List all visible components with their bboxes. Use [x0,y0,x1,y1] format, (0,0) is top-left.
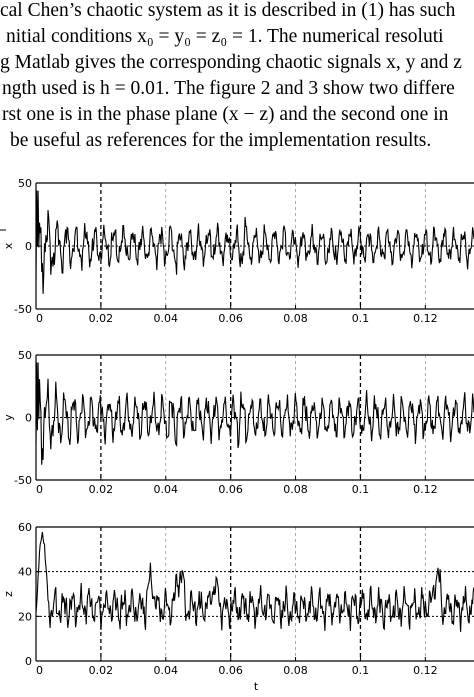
x-tick-label: 0.06 [218,483,243,496]
y-tick-label: 50 [18,177,32,190]
text-line: be useful as references for the implemen… [10,130,432,151]
x-tick-label: 0 [36,483,43,496]
x-tick-label: 0.06 [218,664,243,677]
x-tick-label: 0.04 [154,664,179,677]
signal-trace [35,190,474,294]
x-tick-label: 0.06 [218,312,243,325]
text-line: g Matlab gives the corresponding chaotic… [0,52,462,73]
x-tick-label: 0.04 [154,483,179,496]
y-tick-label: -50 [14,474,32,487]
signal-trace [35,362,474,465]
y-axis-label: x [2,242,15,249]
y-tick-label: 20 [18,610,32,623]
y-tick-label: 0 [25,240,32,253]
y-tick-label: -50 [14,303,32,316]
text-line: cal Chen’s chaotic system as it is descr… [0,0,456,21]
text-line: nitial conditions x₀ = y₀ = z₀ = 1. The … [6,26,444,47]
x-tick-label: 0.04 [154,312,179,325]
y-tick-label: 60 [18,521,32,534]
text-line: rst one is in the phase plane (x − z) an… [2,104,449,125]
x-tick-label: 0.1 [352,483,370,496]
x-axis-label: t [254,680,259,693]
x-tick-label: 0.08 [283,664,308,677]
x-tick-label: 0.02 [89,312,114,325]
chaotic-signals-figure: t 50 0 -50 0 0.02 0.04 0.06 0.08 0.1 0.12 x 50 0 -50 0… [0,177,474,693]
text-paragraph: cal Chen’s chaotic system as it is descr… [0,0,474,178]
x-tick-label: 0.1 [352,664,370,677]
x-tick-label: 0.08 [283,312,308,325]
y-tick-label: 50 [18,349,32,362]
x-tick-label: 0.12 [413,483,438,496]
x-tick-label: 0.12 [413,312,438,325]
x-tick-label: 0 [36,312,43,325]
y-tick-label: 0 [25,655,32,668]
y-tick-label: 40 [18,566,32,579]
x-tick-label: 0.02 [89,483,114,496]
x-tick-label: 0 [36,664,43,677]
x-tick-label: 0.1 [352,312,370,325]
y-axis-label: z [2,591,15,597]
x-tick-label: 0.08 [283,483,308,496]
x-tick-label: 0.12 [413,664,438,677]
text-line: ngth used is h = 0.01. The figure 2 and … [2,78,455,99]
y-tick-label: 0 [25,412,32,425]
y-axis-label: y [2,414,15,421]
x-tick-label: 0.02 [89,664,114,677]
signal-trace [35,531,474,632]
